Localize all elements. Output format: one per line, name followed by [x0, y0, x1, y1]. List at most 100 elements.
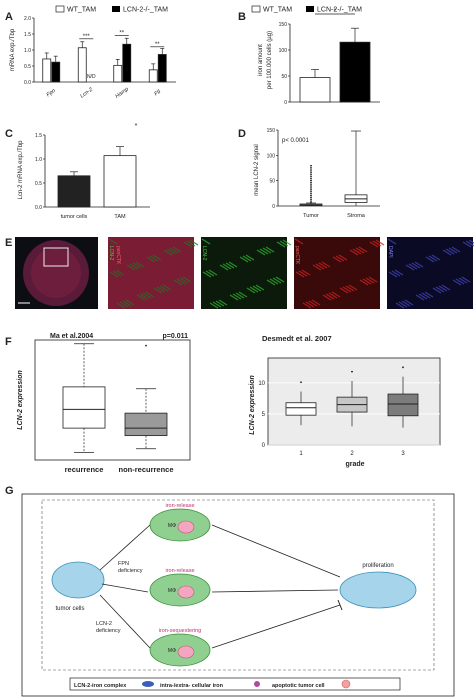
- texture-stroke: [332, 256, 342, 263]
- bar-a-Ftl-0: [148, 69, 158, 83]
- arrow-label-lcn2-2: deficiency: [96, 628, 121, 634]
- texture-stroke: [129, 263, 139, 270]
- legend-label-b-0: WT_TAM: [263, 7, 292, 14]
- bar-a-Hamp-1: [122, 43, 132, 83]
- arrow-g-1: [101, 583, 149, 593]
- arrow-g-2: [99, 594, 151, 649]
- texture-stroke: [238, 291, 248, 298]
- ylabel-b-2: per 100.000 cells (µg): [267, 31, 273, 89]
- texture-stroke: [387, 238, 397, 245]
- sig-label-c: *: [135, 123, 138, 130]
- texture-stroke: [414, 261, 424, 268]
- texture-stroke: [365, 277, 375, 284]
- texture-stroke: [408, 263, 418, 270]
- panel-label-C: C: [5, 128, 13, 140]
- texture-stroke: [169, 247, 179, 254]
- arrow-g-0: [99, 524, 151, 571]
- texture-stroke: [342, 286, 352, 293]
- micrograph-panctk: [294, 237, 385, 309]
- panel-label-B: B: [238, 11, 246, 23]
- arrow-g-3: [211, 524, 341, 578]
- texture-stroke: [331, 291, 341, 298]
- outlier-f-right: [402, 366, 404, 369]
- texture-stroke: [315, 263, 325, 270]
- outlier-d: [310, 164, 312, 167]
- tick-label-y-a: 0.0: [24, 80, 31, 86]
- outlier-d: [310, 198, 312, 201]
- texture-stroke: [235, 292, 245, 299]
- texture-stroke: [265, 246, 275, 253]
- texture-stroke: [388, 271, 398, 278]
- ylabel-d: mean LCN-2 signal: [254, 144, 260, 195]
- value-label-nd: N/D: [87, 74, 96, 80]
- texture-stroke: [461, 276, 471, 283]
- bar-a-Lcn-2-0: [77, 47, 87, 83]
- texture-stroke: [119, 301, 129, 308]
- micrograph-dapi: [387, 237, 474, 309]
- outlier-d: [310, 196, 312, 199]
- texture-stroke: [321, 261, 331, 268]
- category-label-f-right: 2: [350, 451, 354, 457]
- texture-stroke: [275, 276, 285, 283]
- texture-stroke: [401, 300, 411, 307]
- texture-stroke: [222, 263, 232, 270]
- macrophage-nucleus-0: [177, 520, 195, 534]
- texture-stroke: [352, 248, 362, 255]
- texture-stroke: [229, 294, 239, 301]
- arrow-label-fpn: FPN: [118, 561, 129, 567]
- tick-label-y-a: 1.0: [24, 48, 31, 54]
- texture-stroke: [405, 264, 415, 271]
- texture-stroke: [139, 293, 149, 300]
- micrograph-dapi-bg: [387, 237, 473, 309]
- state-label-1: iron-release: [165, 568, 194, 574]
- texture-stroke: [359, 279, 369, 286]
- title-f-left: Ma et al.2004: [50, 333, 93, 340]
- texture-stroke: [335, 255, 345, 262]
- texture-stroke: [255, 284, 265, 291]
- legend-label-b-1: LCN-2-/-_TAM: [317, 7, 362, 14]
- texture-stroke: [256, 249, 266, 256]
- inhibit-arrow-g: [211, 604, 341, 649]
- texture-stroke: [228, 261, 238, 268]
- texture-stroke: [208, 269, 218, 276]
- outlier-d: [310, 171, 312, 174]
- legend-box-g: [69, 677, 401, 691]
- texture-stroke: [218, 299, 228, 306]
- arrow-g-4: [211, 589, 339, 593]
- legend-label-a-1: LCN-2-/-_TAM: [123, 7, 168, 14]
- texture-stroke: [391, 270, 401, 277]
- outlier-d: [310, 175, 312, 178]
- legend-label-a-0: WT_TAM: [67, 7, 96, 14]
- tick-label-y-c: 0.5: [35, 181, 42, 187]
- texture-stroke: [358, 246, 368, 253]
- texture-stroke: [398, 301, 408, 308]
- texture-stroke: [441, 284, 451, 291]
- texture-stroke: [455, 278, 465, 285]
- category-label-f-left: non-recurrence: [118, 465, 173, 474]
- texture-stroke: [245, 254, 255, 261]
- bar-a-Fpn-1: [51, 61, 61, 83]
- texture-stroke: [232, 293, 242, 300]
- channel-label-dapi: DAPI: [387, 246, 393, 258]
- ylabel-c: Lcn-2 mRNA exp./Tbp: [18, 140, 24, 200]
- ylabel-f-left: LCN-2 expression: [17, 370, 24, 430]
- texture-stroke: [311, 299, 321, 306]
- tick-label-y-c: 1.0: [35, 157, 42, 163]
- ylabel-f-right: LCN-2 expression: [249, 375, 256, 435]
- outlier-d: [310, 194, 312, 197]
- texture-stroke: [152, 254, 162, 261]
- mo-label-1: MΦ: [168, 588, 176, 594]
- texture-stroke: [415, 294, 425, 301]
- texture-stroke: [375, 239, 385, 246]
- tick-label-y-b: 0: [284, 100, 287, 106]
- texture-stroke: [362, 278, 372, 285]
- outlier-d: [310, 184, 312, 186]
- micrograph-lcn2-bg: [201, 237, 287, 309]
- tick-label-y-d: 150: [267, 128, 276, 134]
- texture-stroke: [112, 270, 122, 277]
- texture-stroke: [345, 285, 355, 292]
- category-label-d: Tumor: [303, 213, 319, 219]
- label-tumor-cells: tumor cells: [55, 606, 84, 612]
- texture-stroke: [136, 294, 146, 301]
- bar-a-Fpn-0: [42, 58, 52, 83]
